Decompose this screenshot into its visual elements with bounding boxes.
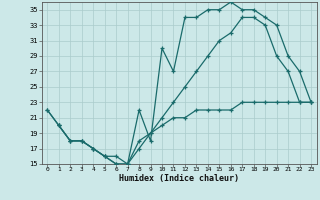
X-axis label: Humidex (Indice chaleur): Humidex (Indice chaleur)	[119, 174, 239, 183]
